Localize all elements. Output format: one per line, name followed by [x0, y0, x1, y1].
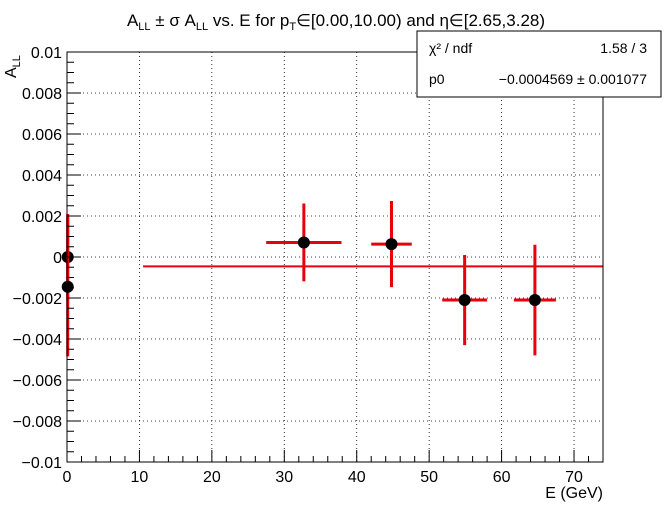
x-tick-label: 60 — [493, 469, 511, 486]
y-tick-label: 0.006 — [22, 127, 62, 144]
y-tick-label: 0.01 — [31, 45, 62, 62]
data-point — [266, 203, 342, 282]
y-tick-label: 0.004 — [22, 168, 62, 185]
chi2-label: χ² / ndf — [429, 40, 472, 56]
p0-value: −0.0004569 ± 0.001077 — [499, 71, 647, 87]
y-tick-label: 0.008 — [22, 86, 62, 103]
point-marker — [385, 238, 398, 251]
p0-label: p0 — [429, 71, 445, 87]
data-point — [61, 217, 74, 357]
y-tick-label: −0.01 — [22, 455, 63, 472]
x-tick-label: 20 — [203, 469, 221, 486]
chi2-value: 1.58 / 3 — [600, 40, 647, 56]
x-axis-label: E (GeV) — [545, 485, 603, 502]
y-tick-label: −0.002 — [13, 291, 62, 308]
x-tick-label: 70 — [565, 469, 583, 486]
data-point — [371, 201, 412, 288]
y-axis-label: ALL — [3, 55, 23, 78]
data-points — [61, 201, 556, 357]
point-marker — [297, 236, 310, 249]
chart-title: ALL ± σ ALL vs. E for pT∈[0.00,10.00) an… — [127, 11, 545, 33]
data-point — [442, 254, 488, 346]
axes: 0 10 20 30 40 50 60 70 −0.01 −0.008 −0.006 −0.004 −0… — [13, 45, 604, 486]
x-tick-label: 0 — [63, 469, 72, 486]
data-point — [513, 244, 556, 356]
y-tick-label: −0.006 — [13, 373, 62, 390]
x-tick-label: 10 — [131, 469, 149, 486]
grid-lines — [66, 51, 603, 463]
fit-stats-box: χ² / ndf 1.58 / 3 p0 −0.0004569 ± 0.0010… — [416, 30, 662, 98]
y-tick-label: −0.004 — [13, 332, 62, 349]
x-tick-label: 40 — [348, 469, 366, 486]
x-tick-label: 30 — [275, 469, 293, 486]
y-tick-label: 0 — [53, 250, 62, 267]
y-tick-label: 0.002 — [22, 209, 62, 226]
y-tick-label: −0.008 — [13, 414, 62, 431]
point-marker — [61, 280, 74, 293]
x-tick-label: 50 — [420, 469, 438, 486]
point-marker — [458, 294, 471, 307]
point-marker — [528, 294, 541, 307]
